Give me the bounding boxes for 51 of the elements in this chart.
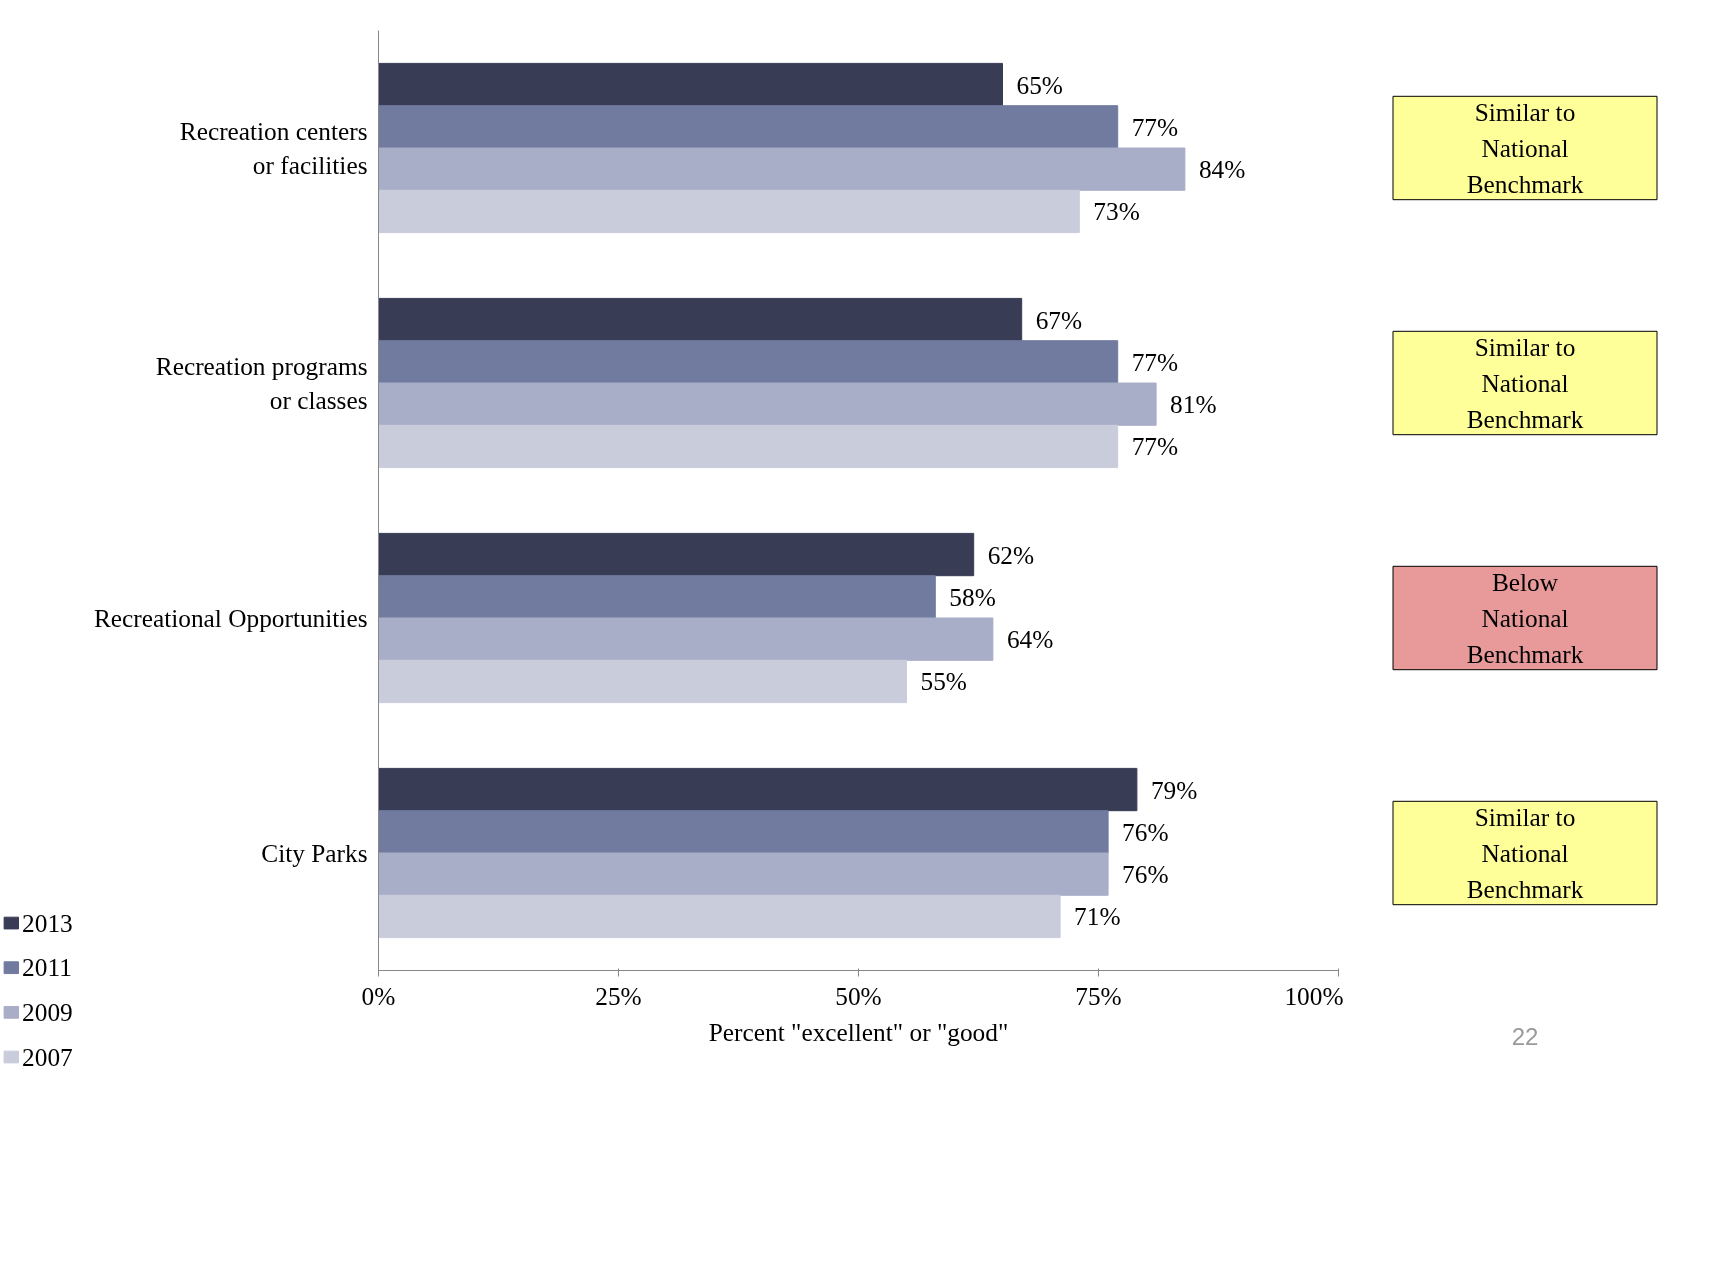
y-tick-label: Recreational Opportunities [93,604,368,632]
data-label: 77% [1131,432,1179,461]
x-tick-label: 50% [835,981,882,1010]
data-label: 62% [987,540,1035,569]
data-label: 65% [1016,70,1063,99]
legend-label: 2007 [22,1042,73,1071]
data-label: 77% [1131,112,1179,141]
data-label: 71% [1074,902,1121,931]
bar [378,659,907,704]
data-label: 73% [1093,197,1140,226]
x-tick-label: 75% [1075,981,1122,1010]
bar [378,340,1119,384]
data-label: 67% [1035,305,1083,334]
bar [378,852,1109,896]
data-label: 64% [1006,625,1054,654]
x-axis-title: Percent "excellent" or "good" [708,1017,1009,1046]
data-label: 76% [1122,860,1169,889]
bar [378,767,1138,812]
data-label: 84% [1198,155,1246,184]
bar [378,382,1157,426]
data-label: 76% [1122,817,1169,846]
data-label: 79% [1150,775,1198,804]
bar [378,62,1003,107]
legend-label: 2013 [22,908,73,937]
bar [378,532,975,577]
bar [378,297,1023,342]
text: Similar to National Benchmark [1466,97,1584,199]
legend-label: 2011 [22,953,72,982]
x-tick-label: 25% [595,981,642,1010]
y-tick-label: Recreation centers or facilities [179,117,368,179]
x-tick-label: 0% [361,981,396,1010]
bar [378,810,1109,854]
x-tick-label: 100% [1284,981,1344,1010]
text: 22 [1511,1023,1539,1050]
bar [378,894,1061,939]
y-tick-label: Recreation programs or classes [155,352,368,414]
bar [378,575,936,619]
data-label: 81% [1170,390,1217,419]
y-tick-label: City Parks [261,839,368,867]
data-label: 55% [920,667,967,696]
data-label: 77% [1131,347,1179,376]
bar [378,105,1119,149]
bar [378,189,1080,234]
bar [378,424,1119,469]
text: Similar to National Benchmark [1466,802,1584,904]
text: Below National Benchmark [1466,567,1584,669]
data-label: 58% [949,582,996,611]
bar [378,617,994,661]
bar [378,147,1186,191]
text: Similar to National Benchmark [1466,332,1584,434]
legend-label: 2009 [22,997,73,1026]
